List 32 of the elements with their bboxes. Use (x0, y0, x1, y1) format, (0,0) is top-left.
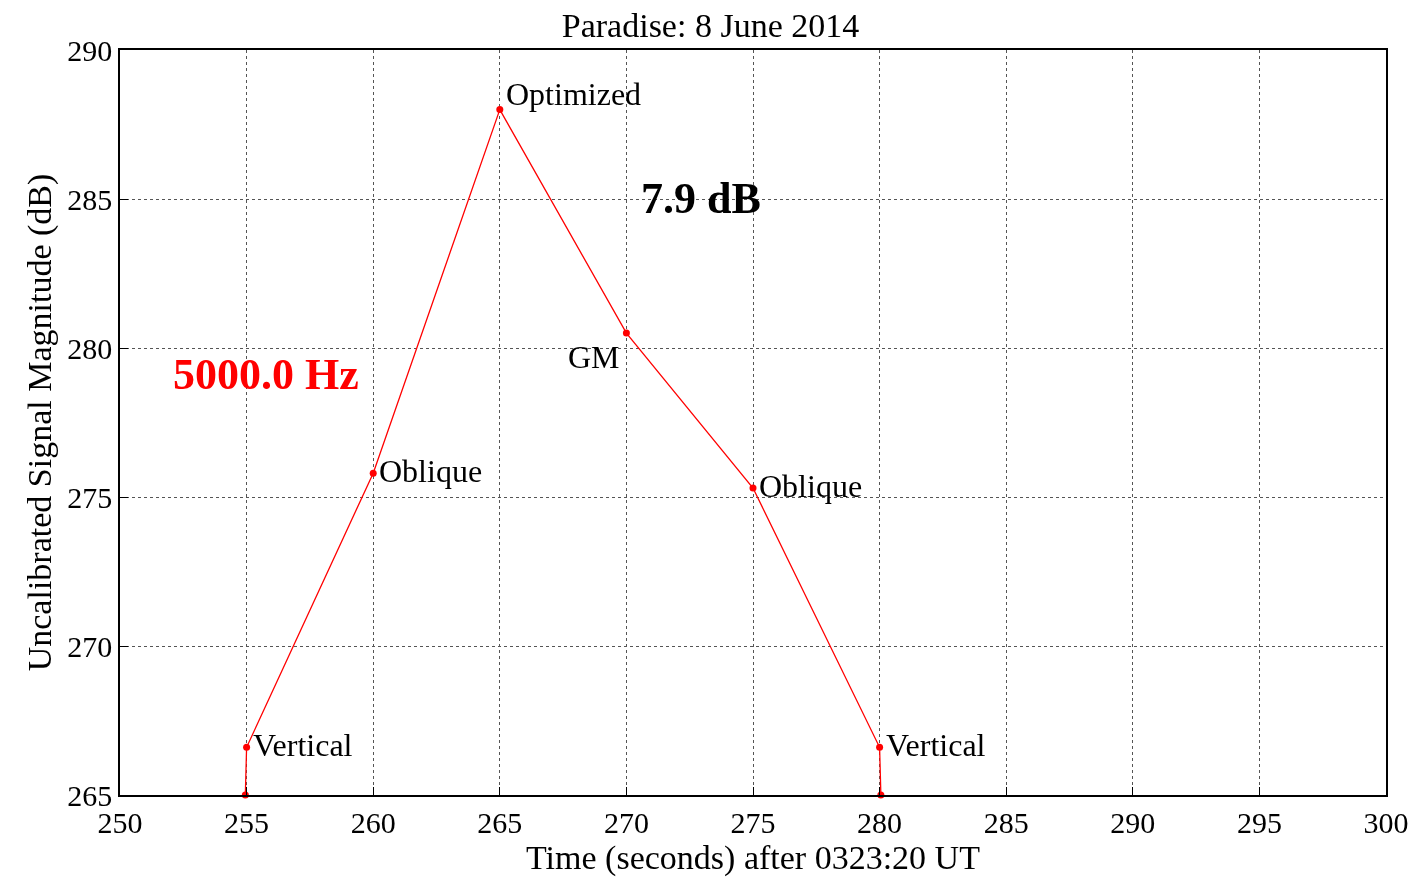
point (876, 743, 884, 751)
y-tick-label: 270 (67, 629, 113, 663)
x-tick-label: 265 (477, 805, 523, 839)
y-tick-label: 285 (67, 182, 113, 216)
annotation: 5000.0 Hz (173, 350, 359, 399)
point (496, 106, 504, 114)
x-tick-label: 270 (603, 805, 649, 839)
x-tick-label: 260 (350, 805, 396, 839)
y-tick-label: 280 (67, 331, 113, 365)
annotation: Vertical (253, 727, 353, 763)
x-tick-label: 295 (1236, 805, 1282, 839)
annotation: Optimized (506, 76, 642, 112)
annotation: Oblique (759, 468, 863, 504)
y-axis-title: Uncalibrated Signal Magnitude (dB) (21, 173, 60, 672)
x-tick-label: 275 (730, 805, 776, 839)
annotation: 7.9 dB (641, 174, 761, 223)
point (622, 329, 630, 337)
x-axis-title: Time (seconds) after 0323:20 UT (526, 838, 981, 877)
x-tick-label: 255 (224, 805, 270, 839)
annotation: GM (568, 339, 620, 375)
y-tick-label: 275 (67, 480, 113, 514)
x-tick-label: 285 (983, 805, 1029, 839)
y-tick-label: 290 (67, 33, 113, 67)
x-tick-label: 290 (1110, 805, 1156, 839)
annotation: Oblique (379, 453, 483, 489)
point (369, 469, 377, 477)
x-tick-label: 300 (1363, 805, 1409, 839)
point (243, 743, 251, 751)
x-tick-label: 280 (857, 805, 903, 839)
annotation: Vertical (886, 727, 986, 763)
chart-title: Paradise: 8 June 2014 (561, 7, 860, 45)
point (749, 484, 757, 492)
